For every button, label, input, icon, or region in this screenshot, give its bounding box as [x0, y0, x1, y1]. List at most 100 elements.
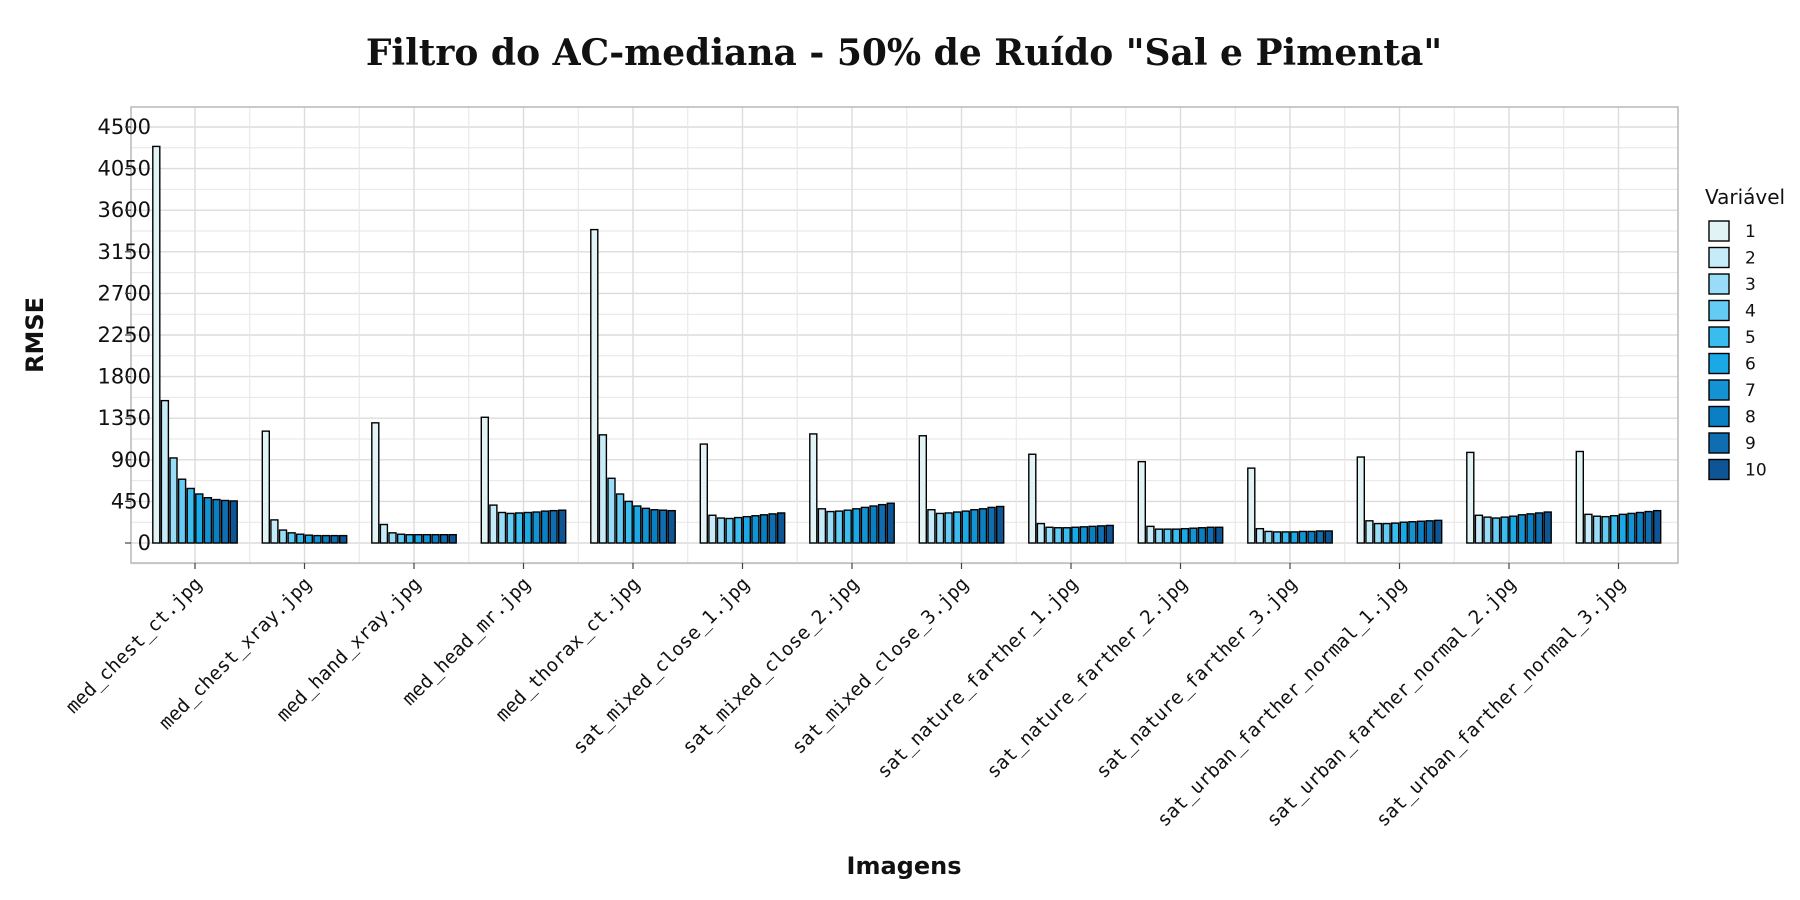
bar	[1105, 524, 1114, 544]
bar	[1526, 513, 1535, 544]
y-tick-label: 4500	[98, 115, 151, 139]
legend-swatch	[1708, 299, 1730, 322]
bar	[489, 504, 498, 544]
x-tick-label: sat_nature_farther_1.jpg	[873, 573, 1083, 783]
y-tick-label: 2250	[98, 323, 151, 347]
x-tick-label: sat_mixed_close_2.jpg	[678, 573, 863, 758]
y-tick-label: 4050	[98, 157, 151, 181]
bar	[1036, 522, 1046, 544]
bar	[186, 487, 195, 544]
bar	[1491, 517, 1501, 544]
bar	[1197, 527, 1207, 544]
bar	[1307, 530, 1316, 544]
bar	[1163, 528, 1172, 544]
bar	[667, 509, 676, 544]
bar	[439, 533, 449, 544]
bar	[927, 509, 936, 544]
legend-swatch	[1708, 273, 1730, 295]
bar	[371, 422, 380, 544]
bar	[953, 511, 962, 544]
bar	[396, 533, 406, 544]
bar	[1028, 453, 1037, 544]
legend: Variável 1 2 3 4 5 6 7 8 9 10	[1705, 185, 1785, 481]
bar	[261, 430, 270, 544]
bar	[1356, 456, 1366, 544]
y-tick-label: 3150	[98, 240, 151, 264]
bar	[1071, 526, 1080, 544]
bar	[1618, 513, 1628, 544]
bar	[1062, 527, 1071, 544]
bar	[1399, 521, 1409, 544]
bar	[598, 434, 608, 544]
legend-label: 2	[1745, 249, 1756, 269]
bar	[860, 506, 870, 544]
bar	[1146, 525, 1155, 544]
x-tick-label: sat_mixed_close_3.jpg	[788, 573, 973, 758]
bar	[313, 534, 322, 544]
bar	[716, 517, 726, 544]
bar	[270, 519, 279, 544]
bar	[1601, 515, 1610, 544]
bar	[1189, 527, 1198, 544]
bar	[834, 510, 844, 544]
bar	[1652, 509, 1662, 544]
bar	[1509, 515, 1518, 544]
bar	[843, 509, 852, 544]
bar	[1575, 450, 1585, 544]
bar	[1382, 522, 1391, 544]
legend-swatch	[1708, 326, 1730, 348]
legend-label: 10	[1745, 461, 1767, 481]
bar	[970, 509, 979, 544]
bar	[422, 533, 432, 544]
bar	[826, 510, 835, 544]
x-tick-label: sat_nature_farther_2.jpg	[982, 573, 1192, 783]
bar	[978, 508, 988, 544]
legend-swatch	[1708, 246, 1730, 269]
bar	[229, 500, 238, 544]
legend-title: Variável	[1705, 185, 1785, 209]
bar	[817, 508, 827, 544]
bar	[1433, 519, 1443, 544]
legend-swatch	[1708, 458, 1730, 481]
bar	[768, 513, 777, 544]
bar	[1543, 511, 1552, 544]
bar	[607, 477, 616, 544]
bar	[1272, 531, 1282, 544]
bar	[212, 498, 221, 544]
legend-label: 6	[1745, 355, 1756, 375]
x-tick-label: sat_urban_farther_normal_1.jpg	[1153, 573, 1411, 831]
bar	[287, 532, 296, 544]
bar	[658, 509, 668, 544]
bar	[1281, 531, 1290, 544]
bar	[1298, 530, 1308, 544]
bar	[641, 507, 651, 544]
bar	[1627, 512, 1636, 544]
bar	[1584, 513, 1593, 544]
bar	[540, 510, 550, 544]
bar	[987, 506, 996, 544]
bar	[1592, 515, 1602, 544]
bar	[296, 533, 305, 544]
y-axis-title: RMSE	[21, 297, 49, 373]
legend-label: 5	[1745, 328, 1756, 348]
bar	[1466, 451, 1475, 544]
bar	[152, 145, 161, 544]
bar	[169, 457, 178, 544]
bar	[388, 532, 397, 544]
bar	[1390, 522, 1400, 544]
bar	[734, 516, 743, 544]
bar	[1137, 460, 1147, 544]
legend-label: 3	[1745, 275, 1756, 295]
bar	[523, 511, 532, 544]
bar	[220, 499, 230, 544]
bar	[278, 529, 288, 544]
legend-label: 7	[1745, 381, 1756, 401]
bar	[944, 512, 953, 544]
legend-label: 8	[1745, 408, 1756, 428]
legend-label: 1	[1745, 222, 1756, 242]
bar	[961, 510, 970, 544]
bar	[624, 500, 633, 544]
bar	[515, 512, 524, 544]
